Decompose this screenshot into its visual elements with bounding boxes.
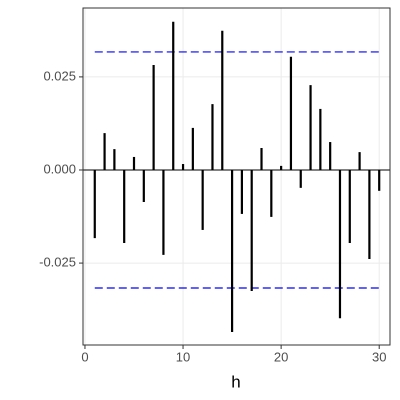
panel-border: [82, 7, 391, 346]
y-tick-label: 0.025: [43, 68, 76, 83]
x-tick-label: 20: [274, 349, 288, 364]
y-tick-label: -0.025: [39, 255, 76, 270]
x-tick-label: 0: [81, 349, 88, 364]
x-axis-title: h: [231, 372, 240, 391]
x-tick-label: 30: [372, 349, 386, 364]
y-tick-label: 0.000: [43, 161, 76, 176]
x-tick-label: 10: [176, 349, 190, 364]
